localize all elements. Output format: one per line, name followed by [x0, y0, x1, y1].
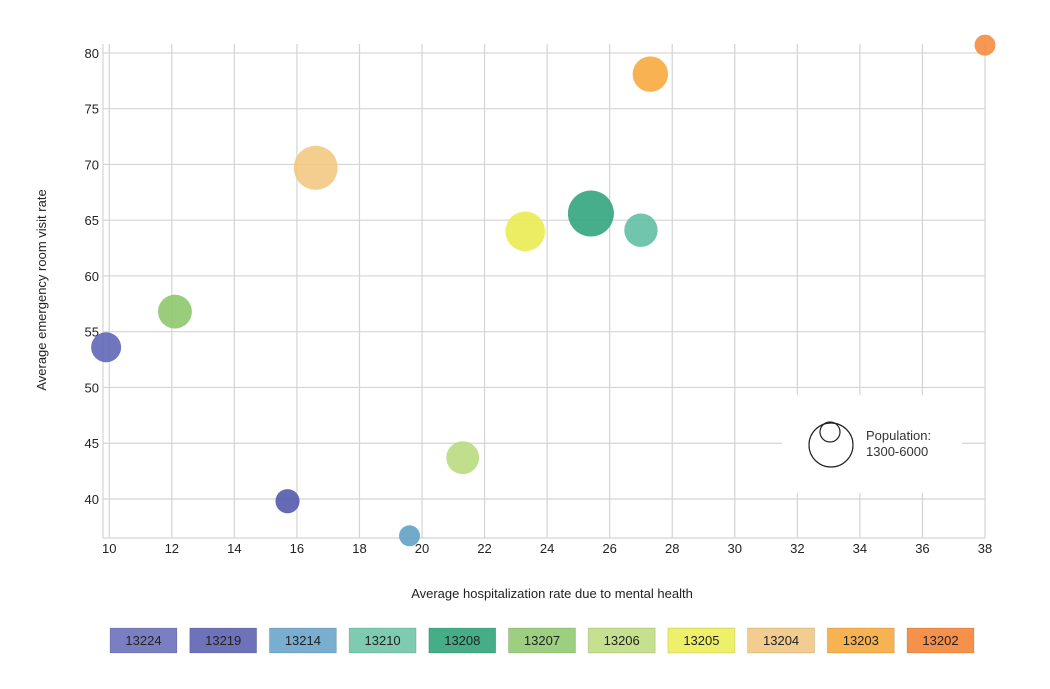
bubble-13214: [399, 525, 421, 547]
legend-swatch-13204: [747, 627, 816, 654]
y-tick-label: 55: [85, 325, 99, 340]
y-axis-label: Average emergency room visit rate: [34, 189, 49, 390]
legend-swatch-13206: [587, 627, 656, 654]
legend-label-13202: 13202: [922, 633, 958, 648]
bubbles: [91, 34, 996, 547]
x-axis-ticks: 10 12 14 16 18 20 22 24 26 28 30 32 34 36 38: [102, 541, 992, 556]
bubble-13205: [505, 211, 546, 252]
bubble-13206: [446, 441, 480, 475]
x-tick-label: 28: [665, 541, 679, 556]
legend-swatch-13208: [428, 627, 497, 654]
legend-label-13214: 13214: [285, 633, 321, 648]
y-tick-label: 45: [85, 436, 99, 451]
legend-label-13210: 13210: [365, 633, 401, 648]
legend-label-13224: 13224: [125, 633, 161, 648]
legend-swatch-13207: [508, 627, 576, 654]
legend-swatch-13210: [348, 627, 417, 654]
bubble-13202: [974, 34, 996, 56]
legend-label-13207: 13207: [524, 633, 560, 648]
legend-label-13208: 13208: [444, 633, 480, 648]
size-legend-large-circle: [808, 422, 854, 468]
x-tick-label: 30: [728, 541, 742, 556]
y-tick-label: 80: [85, 46, 99, 61]
x-tick-label: 14: [227, 541, 241, 556]
legend-swatch-13214: [268, 627, 337, 654]
x-tick-label: 38: [978, 541, 992, 556]
x-axis-label: Average hospitalization rate due to ment…: [411, 586, 693, 601]
y-tick-label: 50: [85, 380, 99, 395]
bubble-13207: [157, 294, 192, 329]
y-tick-label: 65: [85, 213, 99, 228]
legend-label-13203: 13203: [843, 633, 879, 648]
x-tick-label: 10: [102, 541, 116, 556]
size-legend-range: 1300-6000: [866, 444, 928, 459]
size-legend-background: [782, 395, 962, 493]
x-tick-label: 20: [415, 541, 429, 556]
y-tick-label: 40: [85, 492, 99, 507]
x-tick-label: 32: [790, 541, 804, 556]
x-tick-label: 18: [352, 541, 366, 556]
bubble-13208: [567, 190, 614, 237]
legend: 13224 13219 13214 13210 13208 13207 13206 13205…: [109, 627, 975, 654]
legend-swatch-13205: [667, 627, 736, 654]
y-tick-label: 60: [85, 269, 99, 284]
legend-label-13205: 13205: [683, 633, 719, 648]
legend-swatch-13219: [189, 627, 258, 654]
bubble-13219: [275, 489, 300, 514]
bubble-13204: [293, 145, 338, 190]
x-tick-label: 16: [290, 541, 304, 556]
bubble-13203: [632, 56, 669, 92]
x-tick-label: 22: [477, 541, 491, 556]
legend-swatch-13202: [906, 627, 975, 654]
y-axis-ticks: 40 45 50 55 60 65 70 75 80: [85, 46, 99, 507]
y-tick-label: 70: [85, 157, 99, 172]
legend-label-13206: 13206: [604, 633, 640, 648]
x-tick-label: 36: [915, 541, 929, 556]
legend-swatch-13203: [826, 627, 895, 654]
size-legend-small-circle: [819, 421, 841, 443]
bubble-13224: [91, 332, 122, 363]
size-legend: Population: 1300-6000: [782, 395, 962, 493]
x-tick-label: 12: [165, 541, 179, 556]
size-legend-title: Population:: [866, 428, 931, 443]
legend-label-13204: 13204: [763, 633, 799, 648]
x-tick-label: 26: [602, 541, 616, 556]
legend-swatch-13224: [109, 627, 178, 654]
legend-label-13219: 13219: [205, 633, 241, 648]
bubble-13210: [624, 213, 658, 247]
y-tick-label: 75: [85, 102, 99, 117]
x-tick-label: 34: [853, 541, 867, 556]
x-tick-label: 24: [540, 541, 554, 556]
